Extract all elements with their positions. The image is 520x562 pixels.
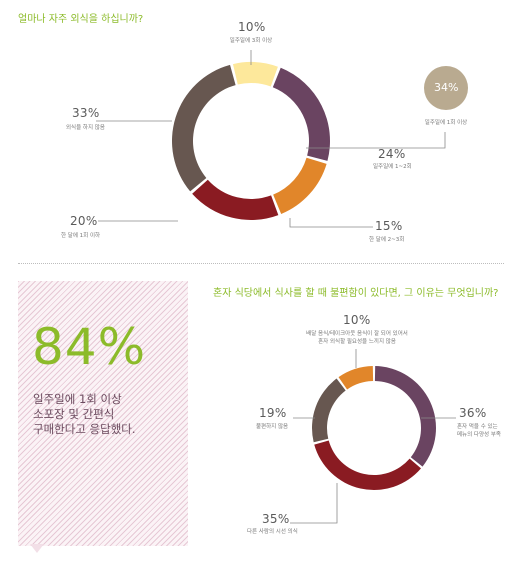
donut-chart-frequency [172, 62, 331, 220]
leader-line-15 [289, 218, 373, 228]
highlight-value: 84% [32, 318, 147, 376]
label-pct-15: 15% [375, 219, 403, 233]
donut-slice-19 [311, 378, 346, 443]
chart-title-1: 얼마나 자주 외식을 하십니까? [18, 14, 144, 25]
highlight-text: 일주일에 1회 이상 소포장 및 간편식 구매한다고 응답했다. [33, 392, 136, 436]
label-desc-10: 일주일에 3회 이상 [229, 38, 273, 44]
label2-pct-19: 19% [259, 406, 287, 420]
donut-slice-33 [172, 64, 236, 192]
leader-lines-1 [96, 50, 446, 228]
label2-pct-10: 10% [343, 313, 371, 327]
donut-slice-36 [374, 366, 436, 467]
label2-pct-36: 36% [459, 406, 487, 420]
label2-desc-35: 다른 사람의 시선 의식 [247, 529, 298, 535]
label-desc-33: 외식을 하지 않음 [66, 125, 105, 131]
donut-slice-10 [338, 366, 374, 390]
leader-line-24 [306, 132, 446, 149]
callout-desc: 일주일에 1회 이상 [424, 120, 468, 126]
label-desc-24: 일주일에 1~2회 [373, 164, 412, 170]
leader-lines-2 [290, 349, 456, 524]
donut-slice-10 [232, 62, 278, 87]
label-pct-20: 20% [70, 214, 98, 228]
label-pct-33: 33% [72, 106, 100, 120]
highlight-panel-tail [30, 544, 44, 553]
label2-desc-36: 혼자 먹을 수 있는 메뉴의 다양성 부족 [457, 424, 501, 438]
chart-title-2: 혼자 식당에서 식사를 할 때 불편함이 있다면, 그 이유는 무엇입니까? [213, 288, 499, 299]
donut-slice-35 [314, 440, 422, 490]
donut-slice-15 [273, 157, 327, 215]
donut-chart-inconvenience [311, 366, 436, 490]
donut-slice-24 [272, 67, 331, 161]
label2-desc-19: 불편하지 않음 [256, 424, 289, 430]
label2-pct-35: 35% [262, 512, 290, 526]
leader-line-35 [290, 483, 338, 524]
label-desc-20: 한 달에 1회 이하 [61, 233, 101, 239]
section-divider [18, 263, 504, 264]
label-pct-10: 10% [238, 20, 266, 34]
label-pct-24: 24% [378, 147, 406, 161]
label2-desc-10: 배달 음식/테이크아웃 음식이 잘 되어 있어서 혼자 외식할 필요성을 느끼지… [306, 331, 408, 345]
callout-circle [424, 66, 468, 110]
label-desc-15: 한 달에 2~3회 [369, 237, 405, 243]
callout-value: 34% [434, 81, 459, 94]
highlight-panel [18, 281, 188, 546]
donut-slice-20 [192, 179, 279, 220]
